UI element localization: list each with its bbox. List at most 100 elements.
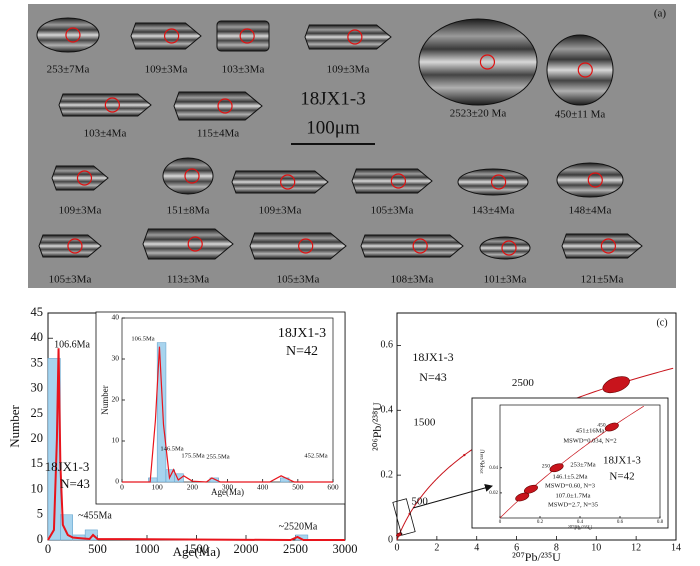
concordia-age-label: 1500 xyxy=(413,417,436,429)
y-tick-label: 25 xyxy=(31,406,44,420)
grains: 253±7Ma 109±3Ma 103±3Ma 109±3Ma 2523±20 Ma 45… xyxy=(36,17,643,286)
annotation: 146.5Ma xyxy=(160,445,183,452)
data-ellipse xyxy=(602,376,630,394)
x-tick-label: 0 xyxy=(45,542,51,556)
x-tick-label: 0 xyxy=(395,542,400,553)
zircon-grain xyxy=(231,170,329,194)
concordia-age-label: 2500 xyxy=(512,377,535,389)
analysis-spot xyxy=(587,172,603,188)
zircon-grain xyxy=(216,20,270,52)
x-tick-label: 500 xyxy=(292,483,304,492)
annotation: MSWD=0.034, N=2 xyxy=(563,437,616,444)
analysis-spot xyxy=(412,238,428,254)
analysis-spot xyxy=(104,97,120,113)
annotation: ~455Ma xyxy=(78,510,112,521)
x-tick-label: 300 xyxy=(222,483,234,492)
data-ellipse xyxy=(396,532,403,537)
concordia-tick xyxy=(463,453,466,457)
kde-curve xyxy=(47,348,345,542)
scale-label: 100μm xyxy=(306,117,360,138)
analysis-spot xyxy=(491,174,507,190)
data-ellipse xyxy=(549,463,564,473)
zircon-grain xyxy=(360,234,464,258)
x-tick-label: 0 xyxy=(499,520,502,525)
annotation: N=42 xyxy=(609,471,634,483)
y-tick-label: 10 xyxy=(112,436,120,445)
data-ellipse xyxy=(515,492,530,502)
analysis-spot xyxy=(347,29,363,45)
charts: 0 500 1000 1500 2000 2500 30000510152025303540… xyxy=(7,305,681,564)
grain-age: 2523±20 Ma xyxy=(450,108,507,120)
analysis-spot xyxy=(67,238,83,254)
analysis-spot xyxy=(217,98,233,114)
y-tick-label: 10 xyxy=(31,481,44,495)
annotation: 18JX1-3 xyxy=(412,350,453,364)
x-tick-label: 6 xyxy=(514,542,519,553)
zoom-arrow xyxy=(412,484,493,509)
inset-background xyxy=(471,397,669,529)
x-tick-label: 12 xyxy=(631,542,641,553)
y-tick-label: 30 xyxy=(31,381,44,395)
zircon-grain xyxy=(249,232,347,260)
y-tick-label: 15 xyxy=(31,456,44,470)
analysis-spot xyxy=(298,238,314,254)
grain-age: 450±11 Ma xyxy=(555,109,606,121)
analysis-spot xyxy=(280,174,296,190)
x-tick-label: 2 xyxy=(434,542,439,553)
analysis-spot xyxy=(187,236,203,252)
x-tick-label: 1500 xyxy=(184,542,209,556)
annotation: 175.5Ma xyxy=(181,452,204,459)
zircon-grain xyxy=(51,165,109,191)
analysis-spot xyxy=(76,170,93,186)
y-tick-label: 35 xyxy=(31,355,44,369)
chart: 0 2 4 6 8 10 12 14 0 0.2 0.4 0.6 ²⁰⁷Pb/²³⁵U ²⁰⁶Pb/²³⁸… xyxy=(370,312,681,564)
y-tick-label: 0.02 xyxy=(489,491,498,496)
annotation: 452.5Ma xyxy=(304,452,327,459)
grain-age: 101±3Ma xyxy=(484,274,527,286)
x-tick-label: 0.2 xyxy=(537,520,544,525)
grain-age: 103±4Ma xyxy=(84,128,127,140)
chart: 0 0.2 0.4 0.6 0.8 0.02 0.04 ²⁰⁷Pb/²³⁵U ²⁰⁶Pb/²³⁸… xyxy=(471,397,669,531)
x-axis-label: ²⁰⁷Pb/²³⁵U xyxy=(512,550,561,564)
y-tick-label: 5 xyxy=(37,507,43,521)
x-tick-label: 0.6 xyxy=(617,520,624,525)
analysis-spot xyxy=(239,28,255,44)
analysis-spot xyxy=(577,62,593,78)
grain-age: 151±8Ma xyxy=(167,205,210,217)
analysis-spot xyxy=(65,27,81,43)
annotation: MSWD=0.60, N=3 xyxy=(545,482,595,489)
x-tick-label: 0.4 xyxy=(577,520,584,525)
x-tick-label: 2000 xyxy=(234,542,259,556)
grain-age: 109±3Ma xyxy=(259,205,302,217)
zircon-grain xyxy=(556,162,624,198)
zoom-box xyxy=(392,498,416,536)
x-tick-label: 8 xyxy=(554,542,559,553)
annotation: 255.5Ma xyxy=(206,453,229,460)
grain-age: 105±3Ma xyxy=(49,274,92,286)
y-tick-label: 0 xyxy=(37,532,43,546)
y-axis-label: Number xyxy=(7,405,22,448)
annotation: N=43 xyxy=(419,370,446,384)
y-axis-label: Number xyxy=(100,385,110,415)
x-tick-label: 400 xyxy=(257,483,269,492)
x-tick-label: 2500 xyxy=(283,542,308,556)
concordia-age-label: 450 xyxy=(597,422,606,428)
data-ellipse xyxy=(604,422,619,432)
y-tick-label: 40 xyxy=(112,313,120,322)
y-tick-label: 0 xyxy=(115,477,119,486)
analysis-spot xyxy=(600,238,617,254)
panel-tag: (a) xyxy=(654,8,667,20)
annotation: 253±7Ma xyxy=(570,461,595,468)
sample-name: 18JX1-3 xyxy=(300,88,365,109)
chart: 0 500 1000 1500 2000 2500 30000510152025303540… xyxy=(7,305,358,559)
zircon-grain xyxy=(130,22,202,50)
grain-age: 115±4Ma xyxy=(197,128,239,140)
y-axis-label: ²⁰⁶Pb/²³⁸U xyxy=(479,449,486,474)
grain-age: 253±7Ma xyxy=(47,64,90,76)
zircon-grain xyxy=(38,234,102,258)
x-tick-label: 600 xyxy=(327,483,339,492)
y-tick-label: 0.6 xyxy=(381,340,394,351)
analysis-spot xyxy=(184,168,200,184)
